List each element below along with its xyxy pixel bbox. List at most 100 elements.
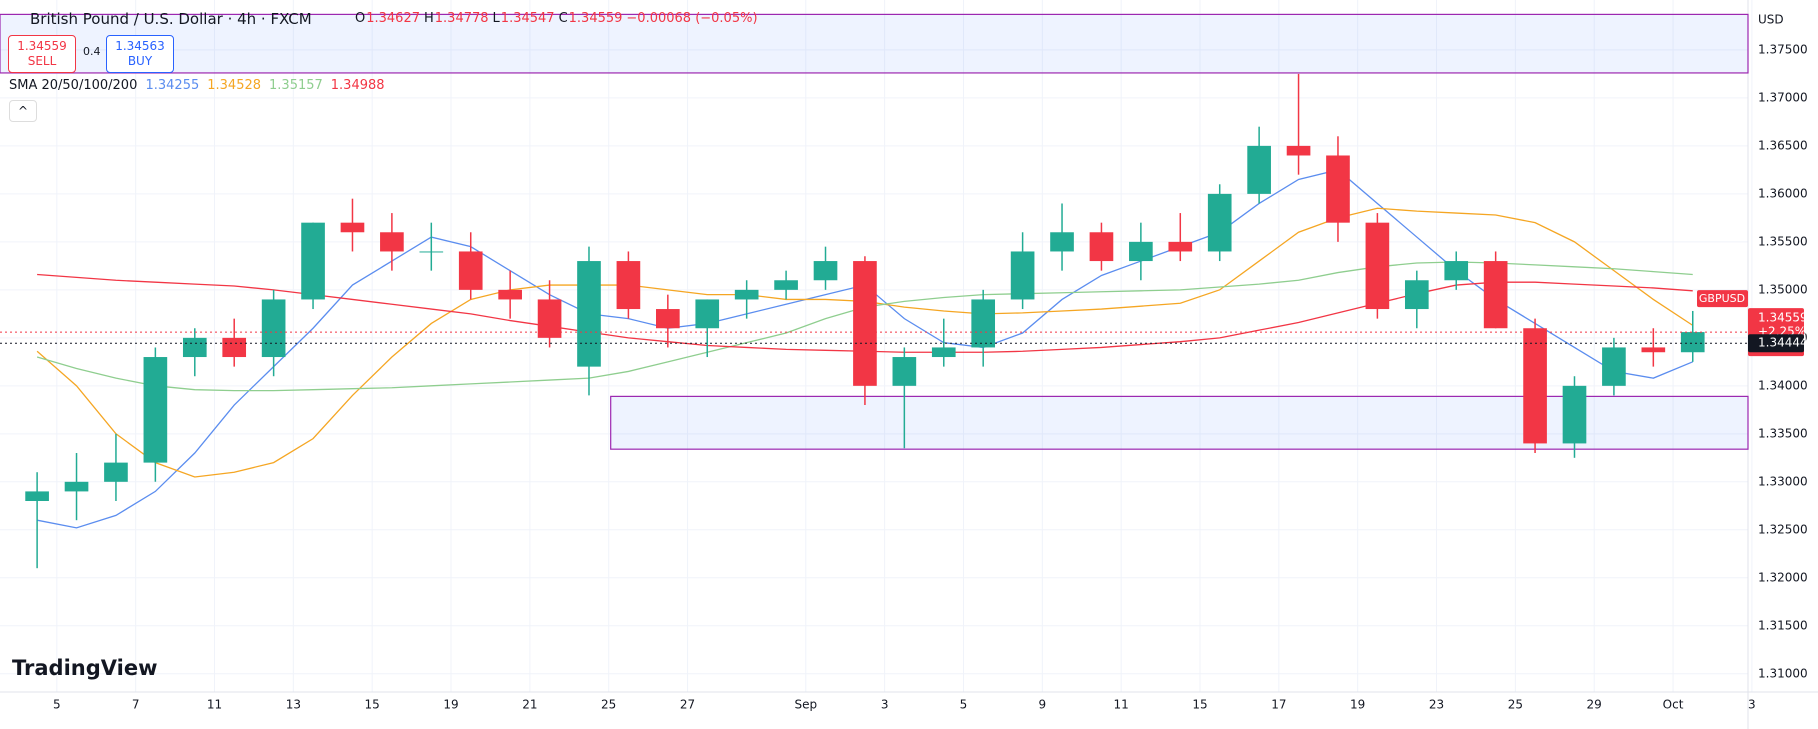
symbol-tag bbox=[1697, 290, 1748, 308]
spread: 0.4 bbox=[83, 45, 101, 58]
x-tick-label: Oct bbox=[1663, 698, 1684, 712]
x-tick-label: 3 bbox=[881, 698, 889, 712]
ohlc-key: L bbox=[492, 11, 500, 26]
sma-label: SMA 20/50/100/200 bbox=[9, 78, 138, 93]
candle-body bbox=[301, 222, 325, 300]
y-tick-label: 1.37500 bbox=[1758, 42, 1808, 56]
x-tick-label: 19 bbox=[1350, 698, 1365, 712]
candle-body bbox=[1365, 222, 1390, 310]
candle-body bbox=[695, 299, 720, 329]
candle-body bbox=[1326, 155, 1350, 223]
x-tick-label: 5 bbox=[53, 698, 61, 712]
y-tick-label: 1.36000 bbox=[1758, 186, 1808, 200]
sma-value: 1.35157 bbox=[269, 78, 323, 93]
x-tick-label: 13 bbox=[286, 698, 301, 712]
x-tick-label: Sep bbox=[794, 698, 817, 712]
zone bbox=[0, 13, 1749, 74]
candle-body bbox=[774, 280, 798, 290]
candle-body bbox=[25, 491, 49, 502]
sma-value: 1.34255 bbox=[145, 78, 200, 93]
ohlc-value: 1.34547 bbox=[500, 11, 555, 26]
x-tick-label: 29 bbox=[1587, 698, 1602, 712]
x-tick-label: 11 bbox=[207, 698, 222, 712]
candle-body bbox=[1444, 261, 1469, 281]
candle-body bbox=[1641, 347, 1666, 353]
candle-body bbox=[656, 309, 680, 329]
candle-body bbox=[64, 481, 89, 492]
candle-body bbox=[222, 337, 247, 358]
candle-body bbox=[1286, 145, 1311, 156]
candle-body bbox=[498, 289, 522, 300]
y-tick-label: 1.35500 bbox=[1758, 234, 1808, 248]
candle-body bbox=[1483, 261, 1508, 329]
sell-price: 1.34559 bbox=[17, 39, 67, 53]
candle-body bbox=[931, 347, 956, 358]
buy-price: 1.34563 bbox=[115, 39, 165, 53]
x-tick-label: 23 bbox=[1429, 698, 1444, 712]
ohlc-row: O1.34627 H1.34778 L1.34547 C1.34559 −0.00068… bbox=[355, 11, 762, 26]
sma-value: 1.34988 bbox=[330, 78, 385, 93]
x-tick-label: 5 bbox=[960, 698, 968, 712]
sell-label: SELL bbox=[27, 54, 57, 68]
sma-value: 1.34528 bbox=[207, 78, 262, 93]
ref-tag bbox=[1748, 334, 1804, 353]
x-tick-label: 9 bbox=[1038, 698, 1046, 712]
candle-body bbox=[1129, 241, 1153, 262]
candle-body bbox=[1089, 232, 1114, 262]
x-tick-label: 7 bbox=[132, 698, 140, 712]
candle-body bbox=[261, 299, 286, 358]
y-tick-label: 1.32000 bbox=[1758, 570, 1808, 584]
candle-body bbox=[892, 357, 917, 386]
x-tick-label: 17 bbox=[1271, 698, 1286, 712]
ohlc-change: −0.00068 (−0.05%) bbox=[626, 11, 758, 26]
candle-body bbox=[1404, 280, 1429, 310]
candle-body bbox=[971, 299, 996, 348]
x-tick-label: 25 bbox=[601, 698, 616, 712]
symbol-tag-label: GBPUSD bbox=[1699, 292, 1745, 305]
candle-body bbox=[458, 251, 483, 290]
collapse-button[interactable]: ^ bbox=[9, 100, 37, 122]
y-tick-label: 1.35000 bbox=[1758, 282, 1808, 296]
candle-body bbox=[182, 337, 207, 358]
candle-body bbox=[616, 261, 641, 310]
candle-body bbox=[1523, 328, 1547, 444]
x-tick-label: 21 bbox=[522, 698, 537, 712]
buy-label: BUY bbox=[127, 54, 153, 68]
candle-body bbox=[340, 222, 365, 233]
x-tick-label: 3 bbox=[1748, 698, 1756, 712]
candle-body bbox=[813, 261, 838, 281]
brand-logo: TradingView bbox=[12, 656, 158, 680]
buy-button[interactable]: 1.34563 BUY bbox=[106, 35, 174, 73]
candle-body bbox=[1207, 193, 1232, 252]
currency: USD bbox=[1758, 13, 1784, 27]
candle-body bbox=[1562, 385, 1587, 444]
y-tick-label: 1.36500 bbox=[1758, 138, 1808, 152]
candle-body bbox=[853, 261, 877, 386]
x-tick-label: 19 bbox=[443, 698, 458, 712]
candle-body bbox=[1010, 251, 1035, 300]
x-tick-label: 11 bbox=[1114, 698, 1129, 712]
candle-body bbox=[537, 299, 562, 338]
ohlc-key: H bbox=[424, 11, 434, 26]
candle-body bbox=[143, 357, 168, 463]
ohlc-value: 1.34778 bbox=[434, 11, 489, 26]
ohlc-key: O bbox=[355, 11, 366, 26]
sell-button[interactable]: 1.34559 SELL bbox=[8, 35, 76, 73]
candle-body bbox=[1602, 347, 1626, 386]
zone bbox=[610, 395, 1749, 450]
ohlc-value: 1.34627 bbox=[366, 11, 420, 26]
sma-legend: SMA 20/50/100/200 1.34255 1.34528 1.35157 1… bbox=[9, 78, 389, 93]
price-tag-value: 1.34559 bbox=[1758, 311, 1808, 325]
y-tick-label: 1.33000 bbox=[1758, 474, 1808, 488]
candle-body bbox=[419, 251, 444, 253]
ohlc-value: 1.34559 bbox=[568, 11, 623, 26]
y-tick-label: 1.31000 bbox=[1758, 666, 1808, 680]
y-tick-label: 1.34000 bbox=[1758, 378, 1808, 392]
candle-body bbox=[577, 261, 601, 367]
candle-body bbox=[380, 232, 404, 252]
symbol-title[interactable]: British Pound / U.S. Dollar · 4h · FXCM bbox=[30, 10, 312, 28]
ref-tag-value: 1.34444 bbox=[1758, 336, 1808, 350]
x-tick-label: 25 bbox=[1508, 698, 1523, 712]
